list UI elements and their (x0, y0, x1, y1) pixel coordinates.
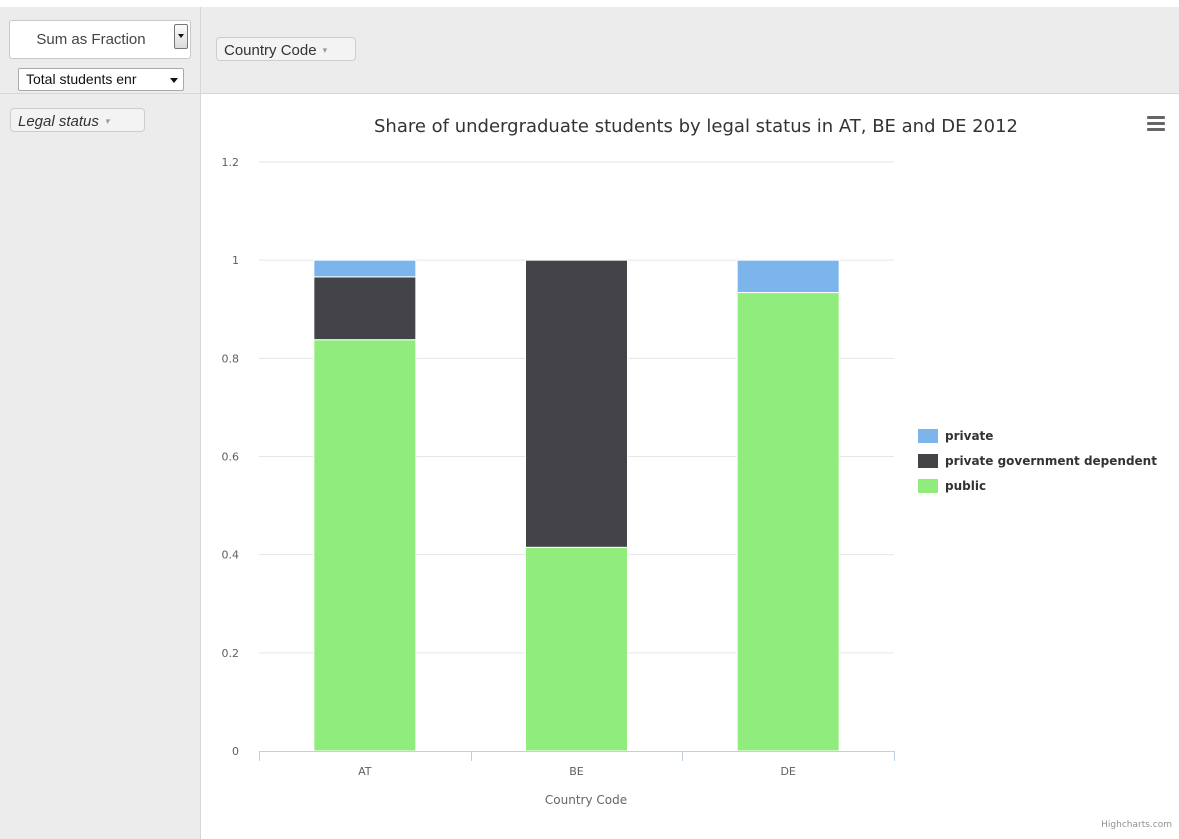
hamburger-menu-icon[interactable] (1147, 116, 1165, 131)
x-tick-label: DE (780, 765, 795, 778)
bar-segment-AT-public[interactable] (313, 339, 417, 752)
legend-swatch[interactable] (918, 454, 938, 468)
pill-label: Legal status (18, 113, 99, 130)
y-tick-label: 1.2 (222, 156, 240, 169)
legend-swatch[interactable] (918, 429, 938, 443)
bar-segment-AT-private-government-dependent[interactable] (313, 276, 417, 341)
x-tick-label: AT (358, 765, 372, 778)
row-attributes-area (0, 94, 201, 839)
pill-label: Country Code (224, 42, 317, 59)
filter-arrow-icon[interactable]: ▾ (104, 116, 110, 126)
aggregator-label: Sum as Fraction (36, 31, 146, 48)
column-attributes-area (201, 7, 1179, 94)
legend-swatch[interactable] (918, 479, 938, 493)
stacked-bar-chart: 0 0.2 0.4 0.6 0.8 1 1.2 AT BE DE Share of undergr… (222, 116, 1172, 830)
aggregator-dropdown-button[interactable] (174, 24, 188, 49)
bar-segment-DE-public[interactable] (736, 292, 840, 752)
bar-segment-BE-public[interactable] (525, 546, 628, 752)
legend-item-label[interactable]: private government dependent (945, 454, 1157, 468)
y-tick-label: 0.2 (222, 647, 240, 660)
column-attribute-pill-country-code[interactable]: Country Code ▾ (216, 37, 356, 61)
y-tick-label: 0.4 (222, 549, 240, 562)
y-tick-label: 1 (232, 254, 239, 267)
chart-legend: private private government dependent publi… (918, 429, 1157, 493)
top-strip (0, 0, 1179, 7)
bar-segment-BE-private-government-dependent[interactable] (525, 259, 628, 548)
y-tick-label: 0.6 (222, 451, 240, 464)
caret-down-icon (170, 78, 178, 83)
aggregator-panel: Sum as Fraction Total students enr (0, 7, 201, 94)
value-field-select[interactable]: Total students enr (18, 68, 184, 91)
chevron-down-icon (178, 34, 184, 38)
filter-arrow-icon[interactable]: ▾ (322, 45, 328, 55)
y-tick-label: 0 (232, 745, 239, 758)
y-tick-label: 0.8 (222, 352, 240, 365)
value-field-label: Total students enr (26, 71, 137, 87)
x-axis-title: Country Code (545, 793, 627, 807)
bar-segment-DE-private[interactable] (736, 259, 840, 294)
legend-item-label[interactable]: public (945, 479, 986, 493)
bar-segment-AT-private[interactable] (313, 259, 417, 278)
highcharts-credit-link[interactable]: Highcharts.com (1101, 820, 1172, 830)
x-tick-label: BE (569, 765, 584, 778)
chart-title: Share of undergraduate students by legal… (374, 116, 1018, 137)
row-attribute-pill-legal-status[interactable]: Legal status ▾ (10, 108, 145, 132)
chart-container: 0 0.2 0.4 0.6 0.8 1 1.2 AT BE DE Share of undergr… (201, 94, 1179, 839)
legend-item-label[interactable]: private (945, 429, 993, 443)
aggregator-select[interactable]: Sum as Fraction (9, 20, 191, 59)
